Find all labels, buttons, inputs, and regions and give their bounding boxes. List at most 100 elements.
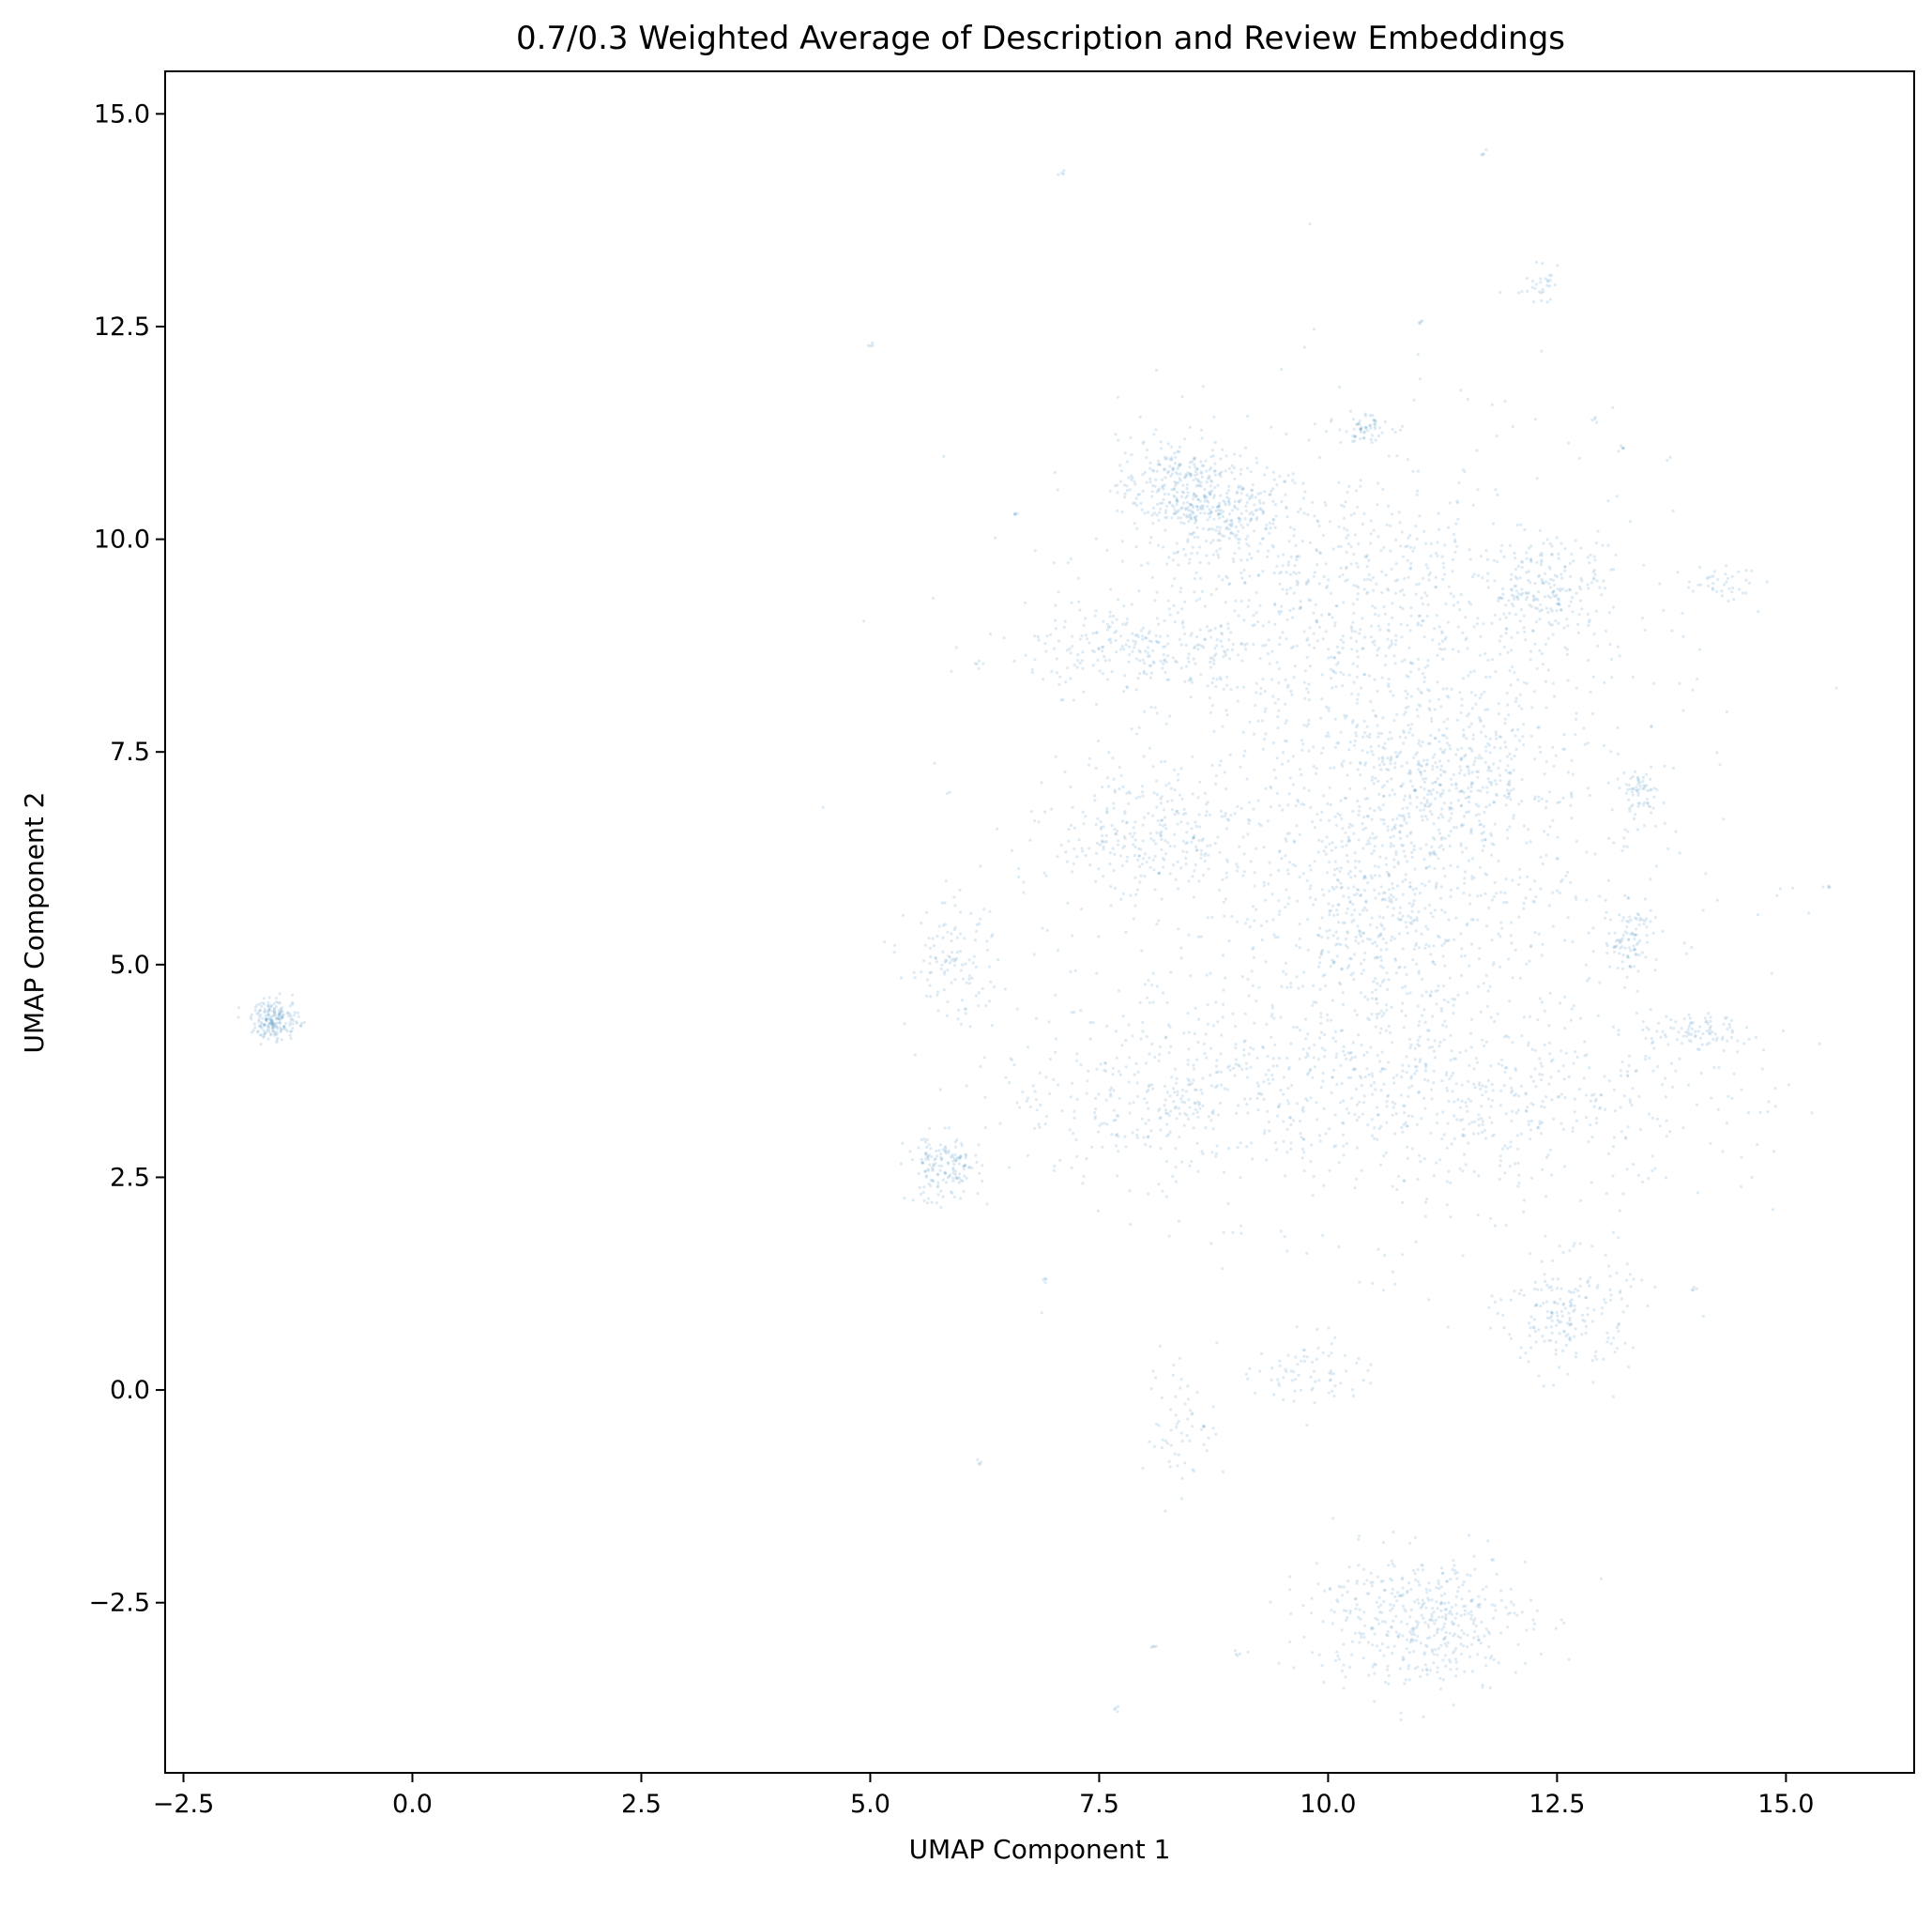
scatter-point (1486, 658, 1490, 663)
scatter-point (1417, 1091, 1421, 1094)
scatter-point (931, 937, 935, 940)
scatter-point (1570, 791, 1574, 795)
scatter-point (1469, 785, 1473, 789)
scatter-point (1198, 1106, 1202, 1110)
scatter-point (1380, 786, 1384, 789)
scatter-point (1223, 500, 1226, 505)
scatter-point (1334, 1144, 1338, 1148)
scatter-point (979, 917, 982, 921)
scatter-point (1431, 638, 1435, 642)
scatter-point (1374, 1025, 1377, 1029)
scatter-point (1327, 709, 1331, 713)
scatter-point (1370, 778, 1374, 782)
scatter-point (1275, 483, 1279, 487)
scatter-point (1240, 511, 1243, 515)
scatter-point (1401, 782, 1405, 786)
scatter-point (1328, 860, 1331, 864)
scatter-point (1250, 557, 1254, 560)
scatter-point (928, 1126, 932, 1130)
scatter-point (1078, 637, 1082, 641)
scatter-point (1534, 1084, 1538, 1089)
scatter-point (1522, 680, 1526, 684)
scatter-point (1513, 1093, 1516, 1097)
scatter-point (1376, 724, 1379, 727)
scatter-point (1332, 868, 1337, 872)
scatter-point (1386, 756, 1390, 760)
scatter-point (1342, 505, 1346, 509)
scatter-point (1270, 1012, 1274, 1016)
scatter-point (994, 536, 997, 540)
scatter-point (1198, 483, 1202, 487)
scatter-point (1557, 621, 1560, 625)
scatter-point (1548, 1052, 1552, 1056)
scatter-point (1084, 815, 1088, 818)
scatter-point (1519, 1132, 1523, 1136)
scatter-point (1384, 862, 1389, 867)
scatter-point (1586, 786, 1590, 790)
scatter-point (1538, 997, 1542, 1000)
scatter-point (1332, 766, 1336, 770)
scatter-point (933, 1158, 936, 1162)
scatter-point (1189, 633, 1193, 637)
scatter-point (1382, 1153, 1386, 1158)
scatter-point (1093, 1117, 1097, 1121)
scatter-point (1168, 500, 1172, 505)
scatter-point (1773, 1087, 1777, 1091)
scatter-point (1307, 788, 1311, 792)
scatter-point (1529, 1137, 1532, 1141)
scatter-point (963, 1174, 966, 1178)
scatter-point (1575, 897, 1578, 901)
scatter-point (1342, 1153, 1346, 1157)
scatter-point (1697, 1047, 1701, 1051)
scatter-point (1270, 1035, 1273, 1039)
scatter-point (1157, 1108, 1161, 1112)
scatter-point (1476, 788, 1480, 792)
scatter-point (1420, 772, 1423, 777)
scatter-point (1459, 592, 1463, 597)
scatter-point (1606, 781, 1610, 785)
scatter-point (1137, 589, 1141, 593)
scatter-point (1477, 1123, 1481, 1127)
scatter-point (1687, 1013, 1691, 1016)
scatter-point (1518, 576, 1522, 580)
scatter-point (1167, 1051, 1171, 1055)
scatter-point (1445, 694, 1450, 698)
scatter-point (1281, 808, 1285, 812)
scatter-point (1290, 1083, 1294, 1088)
scatter-point (1273, 503, 1278, 507)
scatter-point (1146, 561, 1149, 565)
scatter-point (1216, 1070, 1220, 1074)
scatter-point (1255, 1096, 1259, 1100)
scatter-point (1388, 793, 1392, 797)
scatter-point (1258, 501, 1262, 505)
scatter-point (1148, 664, 1151, 667)
scatter-point (1413, 1046, 1417, 1050)
scatter-point (1202, 1042, 1207, 1045)
scatter-point (1173, 509, 1177, 512)
scatter-point (1431, 960, 1435, 964)
scatter-point (1179, 866, 1183, 870)
scatter-point (1363, 826, 1368, 830)
scatter-point (1155, 490, 1159, 494)
scatter-point (1021, 1090, 1025, 1093)
scatter-point (1148, 746, 1151, 750)
scatter-point (1058, 675, 1062, 679)
scatter-point (1340, 762, 1344, 766)
scatter-point (1401, 1200, 1405, 1204)
scatter-point (1172, 467, 1176, 471)
scatter-point (1173, 813, 1177, 817)
scatter-point (1118, 1096, 1121, 1100)
scatter-point (1758, 1110, 1762, 1114)
scatter-point (1311, 820, 1315, 824)
scatter-point (1486, 1004, 1490, 1008)
scatter-point (1459, 710, 1463, 715)
scatter-point (1211, 553, 1215, 557)
scatter-point (1472, 1082, 1476, 1086)
scatter-point (1345, 844, 1348, 847)
scatter-point (1309, 1160, 1313, 1164)
scatter-point (1359, 962, 1363, 966)
scatter-point (943, 1171, 947, 1175)
scatter-point (1150, 649, 1155, 652)
scatter-point (969, 911, 973, 916)
scatter-point (1375, 955, 1378, 959)
